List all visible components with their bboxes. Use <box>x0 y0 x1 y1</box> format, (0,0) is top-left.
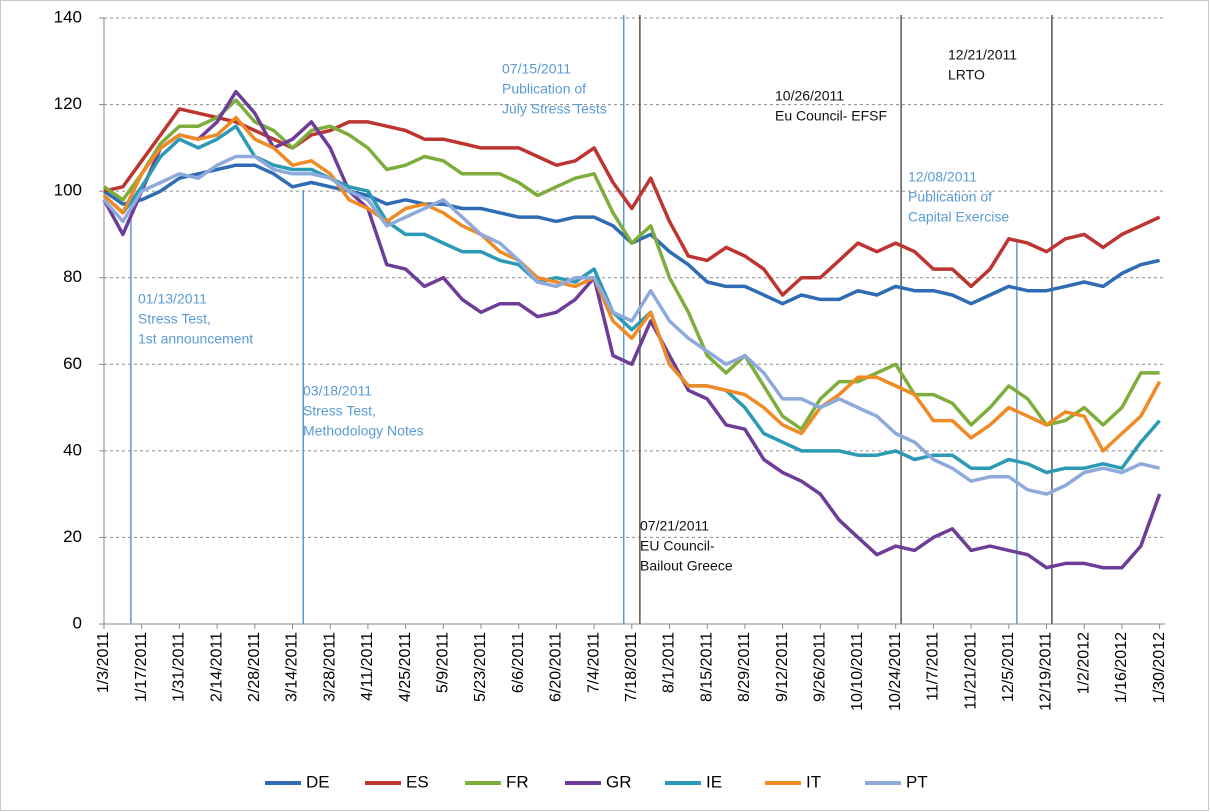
y-tick-label: 60 <box>63 354 82 373</box>
x-tick-label: 8/15/2011 <box>698 632 715 702</box>
x-tick-label: 12/5/2011 <box>1000 632 1017 702</box>
x-tick-label: 12/19/2011 <box>1038 632 1055 711</box>
x-tick-label: 1/3/2011 <box>95 632 112 693</box>
annotation-text: Stress Test, <box>303 403 376 419</box>
x-tick-label: 5/23/2011 <box>472 632 489 702</box>
legend-label: FR <box>506 772 529 791</box>
x-tick-label: 3/14/2011 <box>284 632 301 702</box>
x-tick-label: 3/28/2011 <box>321 632 338 702</box>
x-tick-label: 1/30/2012 <box>1151 632 1168 703</box>
x-tick-label: 1/16/2012 <box>1113 632 1130 703</box>
series-line <box>102 124 1161 475</box>
x-tick-label: 5/9/2011 <box>435 632 452 693</box>
legend-label: IE <box>706 772 722 791</box>
annotation-text: Stress Test, <box>138 311 211 327</box>
annotation-text: 1st announcement <box>138 331 253 347</box>
x-tick-label: 8/29/2011 <box>736 632 753 702</box>
legend-label: IT <box>806 772 821 791</box>
x-tick-label: 7/18/2011 <box>623 632 640 702</box>
y-tick-label: 20 <box>63 527 82 546</box>
legend-label: DE <box>306 772 330 791</box>
x-tick-label: 8/1/2011 <box>661 632 678 693</box>
annotation-text: Bailout Greece <box>640 558 733 574</box>
legend-label: GR <box>606 772 632 791</box>
x-tick-label: 2/14/2011 <box>208 632 225 702</box>
x-tick-label: 10/24/2011 <box>887 632 904 711</box>
x-tick-label: 2/28/2011 <box>246 632 263 702</box>
annotation-text: July Stress Tests <box>502 101 607 117</box>
x-tick-label: 11/7/2011 <box>925 632 942 701</box>
y-tick-label: 40 <box>63 440 82 459</box>
x-tick-label: 9/26/2011 <box>812 632 829 702</box>
annotation-text: 01/13/2011 <box>138 291 207 307</box>
series-line <box>102 115 1162 453</box>
annotation-text: 07/15/2011 <box>502 61 571 77</box>
y-tick-label: 80 <box>63 267 82 286</box>
legend-label: PT <box>906 772 928 791</box>
y-tick-label: 140 <box>54 7 82 26</box>
x-tick-label: 1/17/2011 <box>133 632 150 702</box>
series-line <box>102 89 1162 570</box>
y-tick-label: 0 <box>73 613 82 632</box>
series-line <box>103 107 1161 297</box>
annotation-text: 12/08/2011 <box>908 169 977 185</box>
x-tick-label: 9/12/2011 <box>774 632 791 702</box>
annotation-text: Eu Council- EFSF <box>775 108 887 124</box>
series-line <box>103 98 1160 431</box>
annotation-text: Methodology Notes <box>303 423 424 439</box>
series-line <box>102 154 1160 496</box>
annotation-text: Publication of <box>908 189 992 205</box>
annotation-text: 03/18/2011 <box>303 383 372 399</box>
x-tick-label: 10/10/2011 <box>849 632 866 711</box>
x-tick-label: 11/21/2011 <box>962 632 979 710</box>
x-tick-label: 4/11/2011 <box>359 632 376 701</box>
annotation-text: EU Council- <box>640 538 715 554</box>
x-tick-label: 6/6/2011 <box>510 632 527 693</box>
annotation-text: 12/21/2011 <box>948 47 1017 63</box>
annotation-text: 07/21/2011 <box>640 518 709 534</box>
y-tick-label: 100 <box>54 181 82 200</box>
x-tick-label: 6/20/2011 <box>548 632 565 702</box>
legend-label: ES <box>406 772 429 791</box>
x-tick-label: 7/4/2011 <box>585 632 602 693</box>
annotation-text: Capital Exercise <box>908 209 1009 225</box>
annotation-text: LRTO <box>948 67 985 83</box>
x-tick-label: 1/31/2011 <box>171 632 188 702</box>
annotation-text: Publication of <box>502 81 586 97</box>
x-tick-label: 1/2/2012 <box>1075 632 1092 694</box>
x-tick-label: 4/25/2011 <box>397 632 414 702</box>
annotation-text: 10/26/2011 <box>775 88 844 104</box>
y-tick-label: 120 <box>54 94 82 113</box>
